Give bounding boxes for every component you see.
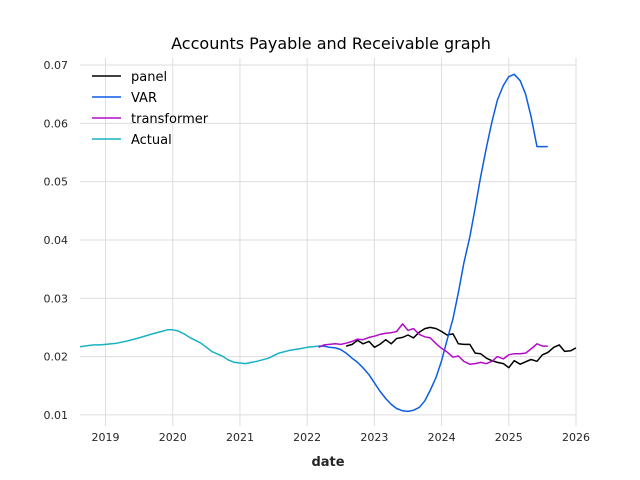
legend-label-panel: panel (131, 70, 167, 85)
series-layer (79, 73, 577, 413)
y-tick-label: 0.07 (44, 59, 69, 72)
series-line-var (318, 73, 548, 413)
y-tick-label: 0.05 (44, 176, 69, 189)
legend-label-actual: Actual (131, 133, 172, 148)
y-tick-label: 0.06 (44, 117, 69, 130)
chart-title: Accounts Payable and Receivable graph (171, 34, 491, 53)
legend: panel VAR transformer Actual (92, 70, 209, 148)
y-tick-label: 0.01 (44, 409, 69, 422)
x-axis-label: date (311, 455, 344, 470)
x-tick-label: 2026 (562, 431, 590, 444)
x-tick-label: 2019 (92, 431, 120, 444)
grid-layer (80, 58, 577, 426)
x-tick-label: 2025 (495, 431, 523, 444)
x-tick-label: 2023 (360, 431, 388, 444)
tick-layer: 2019 2020 2021 2022 2023 2024 2025 2026 0.01 0.02… (44, 59, 591, 444)
series-line-panel (345, 326, 577, 369)
series-line-transformer (318, 323, 548, 365)
y-tick-label: 0.04 (44, 234, 69, 247)
x-tick-label: 2020 (159, 431, 187, 444)
x-tick-label: 2022 (293, 431, 321, 444)
legend-label-var: VAR (131, 91, 157, 106)
x-tick-label: 2021 (226, 431, 254, 444)
series-line-actual (79, 329, 319, 365)
y-tick-label: 0.03 (44, 292, 69, 305)
y-tick-label: 0.02 (44, 351, 69, 364)
legend-label-transformer: transformer (131, 112, 209, 127)
x-tick-label: 2024 (428, 431, 456, 444)
